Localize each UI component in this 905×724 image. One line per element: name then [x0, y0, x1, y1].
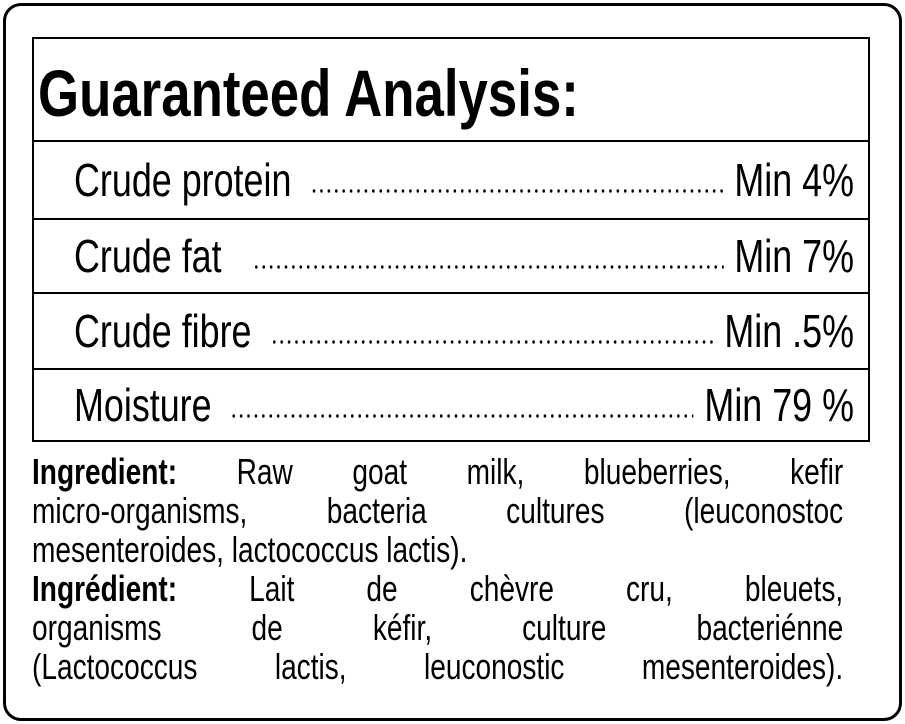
table-row: Crude fibre Min .5%	[34, 292, 868, 368]
row-label: Crude fibre	[74, 305, 252, 357]
ingredients-en-text: Raw goat milk, blueberries, kefir	[236, 451, 844, 492]
row-value: Min .5%	[724, 305, 854, 357]
guaranteed-analysis-table: Guaranteed Analysis: Crude protein Min 4%…	[32, 37, 870, 442]
ingredients-fr-label: Ingrédient:	[32, 568, 178, 609]
row-label: Moisture	[74, 379, 212, 431]
ingredients-en-label: Ingredient:	[32, 451, 178, 492]
ingredients-fr-line: organisms de kéfir, culture bacteriénne	[32, 607, 844, 648]
table-row: Moisture Min 79 %	[34, 368, 868, 440]
ingredients-fr-text: Lait de chèvre cru, bleuets,	[249, 568, 844, 609]
row-value: Min 7%	[734, 230, 854, 282]
table-row: Crude protein Min 4%	[34, 140, 868, 218]
dot-leader	[310, 187, 724, 195]
row-label: Crude protein	[74, 154, 292, 206]
ingredients: Ingredient: Raw goat milk, blueberries, …	[32, 452, 905, 686]
dot-leader	[230, 412, 694, 420]
ingredients-en-line: mesenteroides, lactococcus lactis).	[32, 529, 468, 570]
dot-leader	[252, 263, 724, 271]
ingredients-en-line: micro-organisms, bacteria cultures (leuc…	[32, 490, 844, 531]
row-value: Min 79 %	[704, 379, 854, 431]
table-row: Crude fat Min 7%	[34, 218, 868, 292]
table-title: Guaranteed Analysis:	[38, 56, 579, 130]
dot-leader	[270, 338, 714, 346]
ingredients-fr-line: (Lactococcus lactis, leuconostic mesente…	[32, 646, 844, 687]
row-label: Crude fat	[74, 230, 222, 282]
row-value: Min 4%	[734, 154, 854, 206]
ingredients-fr-line: Ingrédient: Lait de chèvre cru, bleuets,	[32, 569, 843, 608]
ingredients-en-line: Ingredient: Raw goat milk, blueberries, …	[32, 452, 843, 491]
label-border	[3, 3, 902, 721]
